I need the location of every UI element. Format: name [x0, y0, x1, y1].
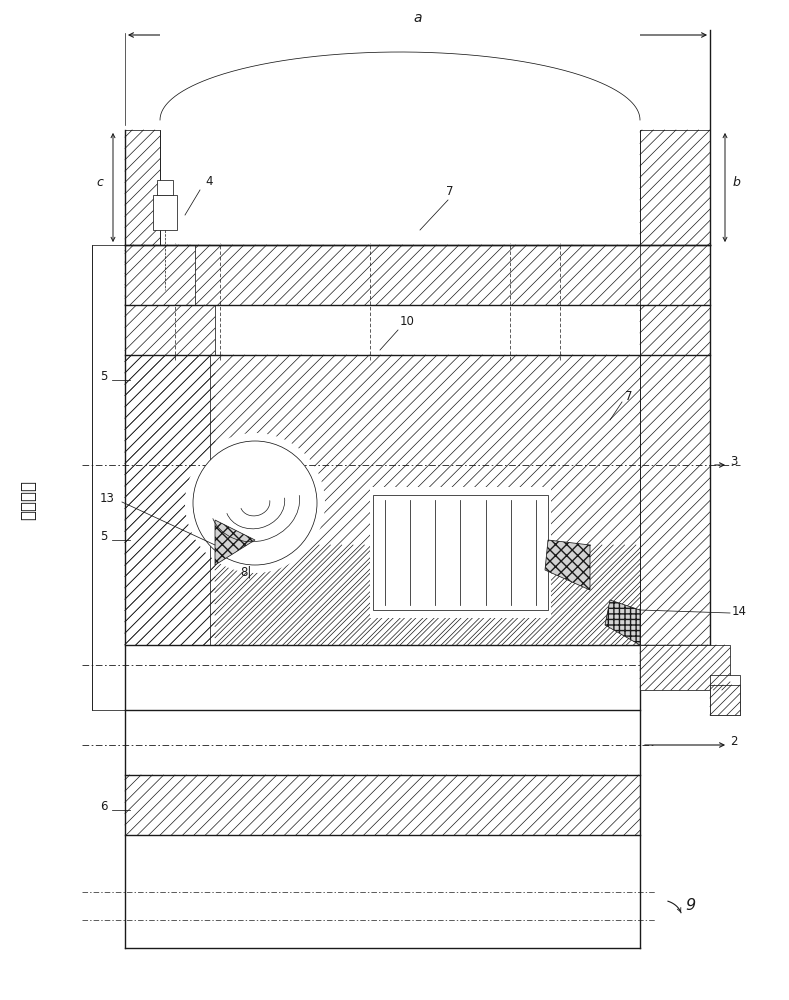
Text: 13: 13	[100, 492, 115, 505]
Bar	[215, 545, 640, 645]
Bar	[640, 130, 710, 245]
Bar	[153, 195, 177, 230]
Text: b: b	[733, 176, 741, 189]
Bar	[125, 645, 640, 710]
Text: 7: 7	[447, 185, 454, 198]
Text: 8|: 8|	[240, 565, 252, 578]
Text: c: c	[96, 176, 103, 189]
Bar	[370, 487, 551, 618]
Bar	[160, 32, 640, 130]
Polygon shape	[215, 520, 255, 565]
Bar	[160, 130, 640, 245]
Bar	[125, 775, 640, 835]
Bar	[640, 645, 730, 690]
Text: 9: 9	[685, 898, 695, 913]
Text: 2: 2	[730, 735, 738, 748]
Bar	[125, 245, 710, 305]
Text: 4: 4	[205, 175, 212, 188]
Circle shape	[185, 433, 325, 573]
Text: 10: 10	[400, 315, 415, 328]
Bar	[157, 180, 173, 195]
Text: 5: 5	[100, 530, 107, 543]
Bar	[125, 305, 215, 645]
Bar	[640, 245, 710, 645]
Polygon shape	[605, 600, 640, 645]
Bar	[125, 130, 160, 245]
Bar	[710, 675, 740, 715]
Text: a: a	[413, 11, 422, 25]
Text: 5: 5	[100, 370, 107, 383]
Circle shape	[193, 441, 317, 565]
Text: 6: 6	[100, 800, 107, 813]
Bar	[125, 355, 640, 645]
Text: 14: 14	[732, 605, 747, 618]
Bar	[710, 685, 740, 715]
Bar	[92, 245, 125, 710]
Text: 7: 7	[625, 390, 633, 403]
Text: 3: 3	[730, 455, 738, 468]
Bar	[125, 245, 195, 305]
Text: 现有技术: 现有技术	[19, 480, 37, 520]
Polygon shape	[545, 540, 590, 590]
Bar	[125, 835, 640, 948]
Bar	[373, 495, 548, 610]
